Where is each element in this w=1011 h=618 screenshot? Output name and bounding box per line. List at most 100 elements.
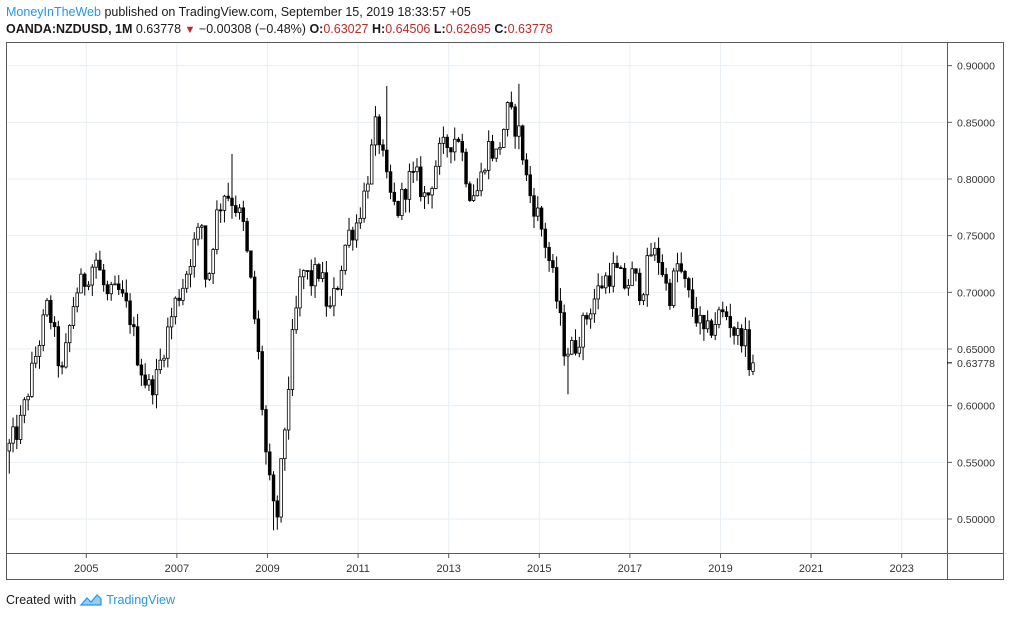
candle-body <box>71 306 76 326</box>
candle-body <box>218 209 223 212</box>
chart-grid <box>7 43 947 553</box>
candle-body <box>109 284 113 295</box>
candle-body <box>139 364 144 376</box>
candle-body <box>132 324 136 328</box>
created-with-text: Created with <box>6 593 77 607</box>
candle-body <box>351 229 355 241</box>
candle-body <box>52 322 57 328</box>
candle-body <box>532 195 536 217</box>
candle-body <box>30 362 34 397</box>
price-tick-label: 0.50000 <box>957 514 995 526</box>
tradingview-link[interactable]: TradingView <box>106 593 175 607</box>
candle-body <box>260 351 264 410</box>
candle-body <box>524 159 529 176</box>
symbol-label: OANDA:NZDUSD, 1M <box>6 22 133 36</box>
candle-body <box>94 259 98 268</box>
candle-body <box>252 276 257 320</box>
candle-body <box>147 379 151 386</box>
candle-body <box>75 292 79 308</box>
price-tick-label: 0.80000 <box>957 174 995 186</box>
candle-body <box>56 326 61 367</box>
candle-body <box>324 272 329 307</box>
candle-body <box>358 217 363 224</box>
candle-body <box>600 285 604 289</box>
candle-body <box>403 189 408 200</box>
candle-body <box>543 228 548 248</box>
candle-body <box>626 285 631 289</box>
candle-body <box>226 195 230 199</box>
time-tick-label: 2005 <box>74 563 98 575</box>
candle-body <box>37 344 42 357</box>
candle-body <box>732 327 736 336</box>
candle-body <box>509 102 514 108</box>
candle-body <box>747 329 751 370</box>
candle-body <box>15 426 19 440</box>
candle-body <box>430 188 434 196</box>
candle-body <box>60 365 64 368</box>
time-tick-label: 2011 <box>346 563 370 575</box>
candle-body <box>604 275 608 289</box>
price-tick-label: 0.90000 <box>957 61 995 73</box>
candle-body <box>173 297 178 318</box>
publish-info: MoneyInTheWeb published on TradingView.c… <box>6 5 471 19</box>
candle-body <box>471 195 476 201</box>
candle-body <box>551 260 555 268</box>
candle-body <box>339 269 344 290</box>
candle-body <box>505 102 510 130</box>
candle-body <box>320 272 325 279</box>
candle-body <box>113 283 117 286</box>
candle-body <box>45 300 49 316</box>
candle-body <box>377 116 381 146</box>
candle-body <box>332 287 336 307</box>
candle-body <box>120 289 125 294</box>
candle-body <box>422 192 427 198</box>
candle-body <box>649 254 653 257</box>
candle-body <box>615 262 619 269</box>
candle-body <box>668 282 672 306</box>
candle-body <box>309 270 313 287</box>
high-label: H: <box>372 22 386 36</box>
candle-body <box>83 273 87 287</box>
candle-body <box>630 268 634 286</box>
candle-body <box>453 138 457 153</box>
candle-body <box>717 309 721 325</box>
candle-body <box>188 266 193 275</box>
candle-body <box>381 144 385 151</box>
candle-body <box>128 300 132 326</box>
last-price-label: 0.63778 <box>957 358 995 370</box>
candle-body <box>419 166 423 198</box>
candle-body <box>698 314 702 324</box>
candle-body <box>241 207 246 222</box>
candle-body <box>256 318 261 353</box>
candle-body <box>41 314 45 346</box>
candle-body <box>286 389 291 431</box>
candle-body <box>385 149 389 173</box>
candle-body <box>437 142 442 167</box>
candle-body <box>637 272 642 302</box>
candle-body <box>570 340 574 355</box>
candle-body <box>694 308 699 324</box>
time-tick-label: 2013 <box>436 563 460 575</box>
candle-body <box>245 221 249 252</box>
candle-body <box>135 326 140 366</box>
candle-body <box>177 297 181 301</box>
candle-body <box>211 249 215 274</box>
candle-body <box>283 429 287 460</box>
author-link[interactable]: MoneyInTheWeb <box>6 5 101 19</box>
candle-body <box>362 190 366 219</box>
candle-body <box>117 283 121 291</box>
candle-body <box>468 183 472 201</box>
candle-body <box>203 225 208 280</box>
candle-body <box>101 269 106 286</box>
candle-body <box>158 359 162 371</box>
candle-body <box>26 396 30 401</box>
candle-body <box>268 451 272 476</box>
candle-body <box>664 274 668 284</box>
candle-body <box>656 247 661 263</box>
high-value: 0.64506 <box>385 22 431 36</box>
candle-body <box>709 320 714 336</box>
close-value: 0.63778 <box>507 22 553 36</box>
down-arrow-icon: ▼ <box>184 24 196 36</box>
candle-body <box>396 200 400 216</box>
